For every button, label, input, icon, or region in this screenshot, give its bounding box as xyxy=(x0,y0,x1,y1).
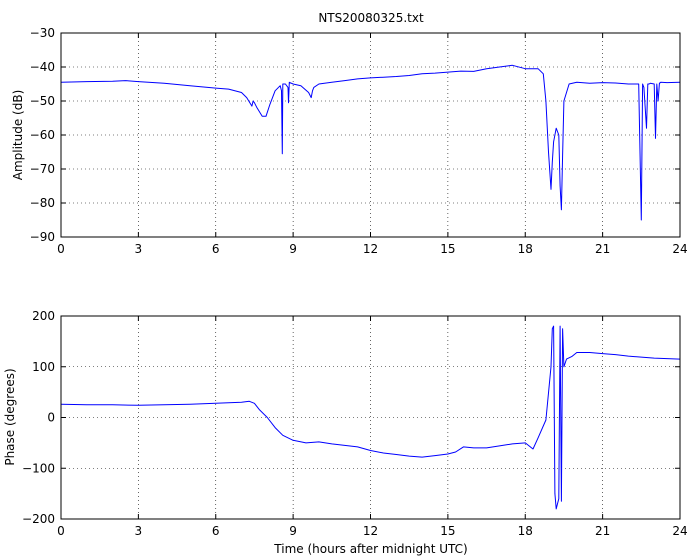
amplitude-xtick-label: 18 xyxy=(518,242,533,256)
phase-series-line xyxy=(60,325,681,510)
amplitude-xtick-label: 6 xyxy=(212,242,220,256)
phase-xtick-label: 0 xyxy=(57,524,65,538)
amplitude-ylabel: Amplitude (dB) xyxy=(11,90,25,181)
amplitude-ytick-label: −30 xyxy=(30,26,55,40)
amplitude-series-line xyxy=(60,64,681,221)
phase-ytick-label: −100 xyxy=(22,461,55,475)
amplitude-axes: 0 3 6 9 12 15 18 21 24 −90 −80 −70 −60 −50 −40 −30 Ampl… xyxy=(11,26,688,256)
phase-axes: 0 3 6 9 12 15 18 21 24 −200 −100 0 100 200 Phase (deg… xyxy=(3,309,688,556)
phase-ytick-label: 0 xyxy=(47,411,55,425)
phase-xtick-label: 24 xyxy=(672,524,687,538)
amplitude-xtick-label: 3 xyxy=(135,242,143,256)
phase-ytick-label: 200 xyxy=(32,309,55,323)
phase-ytick-label: −200 xyxy=(22,512,55,526)
phase-xtick-label: 21 xyxy=(595,524,610,538)
phase-xtick-label: 15 xyxy=(440,524,455,538)
amplitude-ytick-label: −90 xyxy=(30,230,55,244)
phase-ylabel: Phase (degrees) xyxy=(3,368,17,465)
amplitude-xtick-label: 15 xyxy=(440,242,455,256)
amplitude-xtick-label: 24 xyxy=(672,242,687,256)
phase-xtick-label: 18 xyxy=(518,524,533,538)
amplitude-xtick-label: 12 xyxy=(363,242,378,256)
amplitude-ytick-label: −40 xyxy=(30,60,55,74)
phase-xtick-label: 12 xyxy=(363,524,378,538)
amplitude-ytick-label: −70 xyxy=(30,162,55,176)
phase-ticks: 0 3 6 9 12 15 18 21 24 −200 −100 0 100 200 xyxy=(22,309,688,538)
amplitude-ytick-label: −80 xyxy=(30,196,55,210)
phase-plot-area xyxy=(61,316,680,519)
phase-xtick-label: 3 xyxy=(135,524,143,538)
phase-xlabel: Time (hours after midnight UTC) xyxy=(273,542,467,556)
amplitude-series xyxy=(60,64,681,221)
phase-xtick-label: 6 xyxy=(212,524,220,538)
amplitude-xtick-label: 9 xyxy=(289,242,297,256)
amplitude-ytick-label: −60 xyxy=(30,128,55,142)
phase-ytick-label: 100 xyxy=(32,360,55,374)
amplitude-ytick-label: −50 xyxy=(30,94,55,108)
phase-series xyxy=(60,325,681,510)
amplitude-plot-area xyxy=(61,33,680,237)
phase-xtick-label: 9 xyxy=(289,524,297,538)
amplitude-xtick-label: 0 xyxy=(57,242,65,256)
amplitude-xtick-label: 21 xyxy=(595,242,610,256)
figure-title: NTS20080325.txt xyxy=(318,11,424,25)
amplitude-ticks: 0 3 6 9 12 15 18 21 24 −90 −80 −70 −60 −50 −40 −30 xyxy=(30,26,688,256)
